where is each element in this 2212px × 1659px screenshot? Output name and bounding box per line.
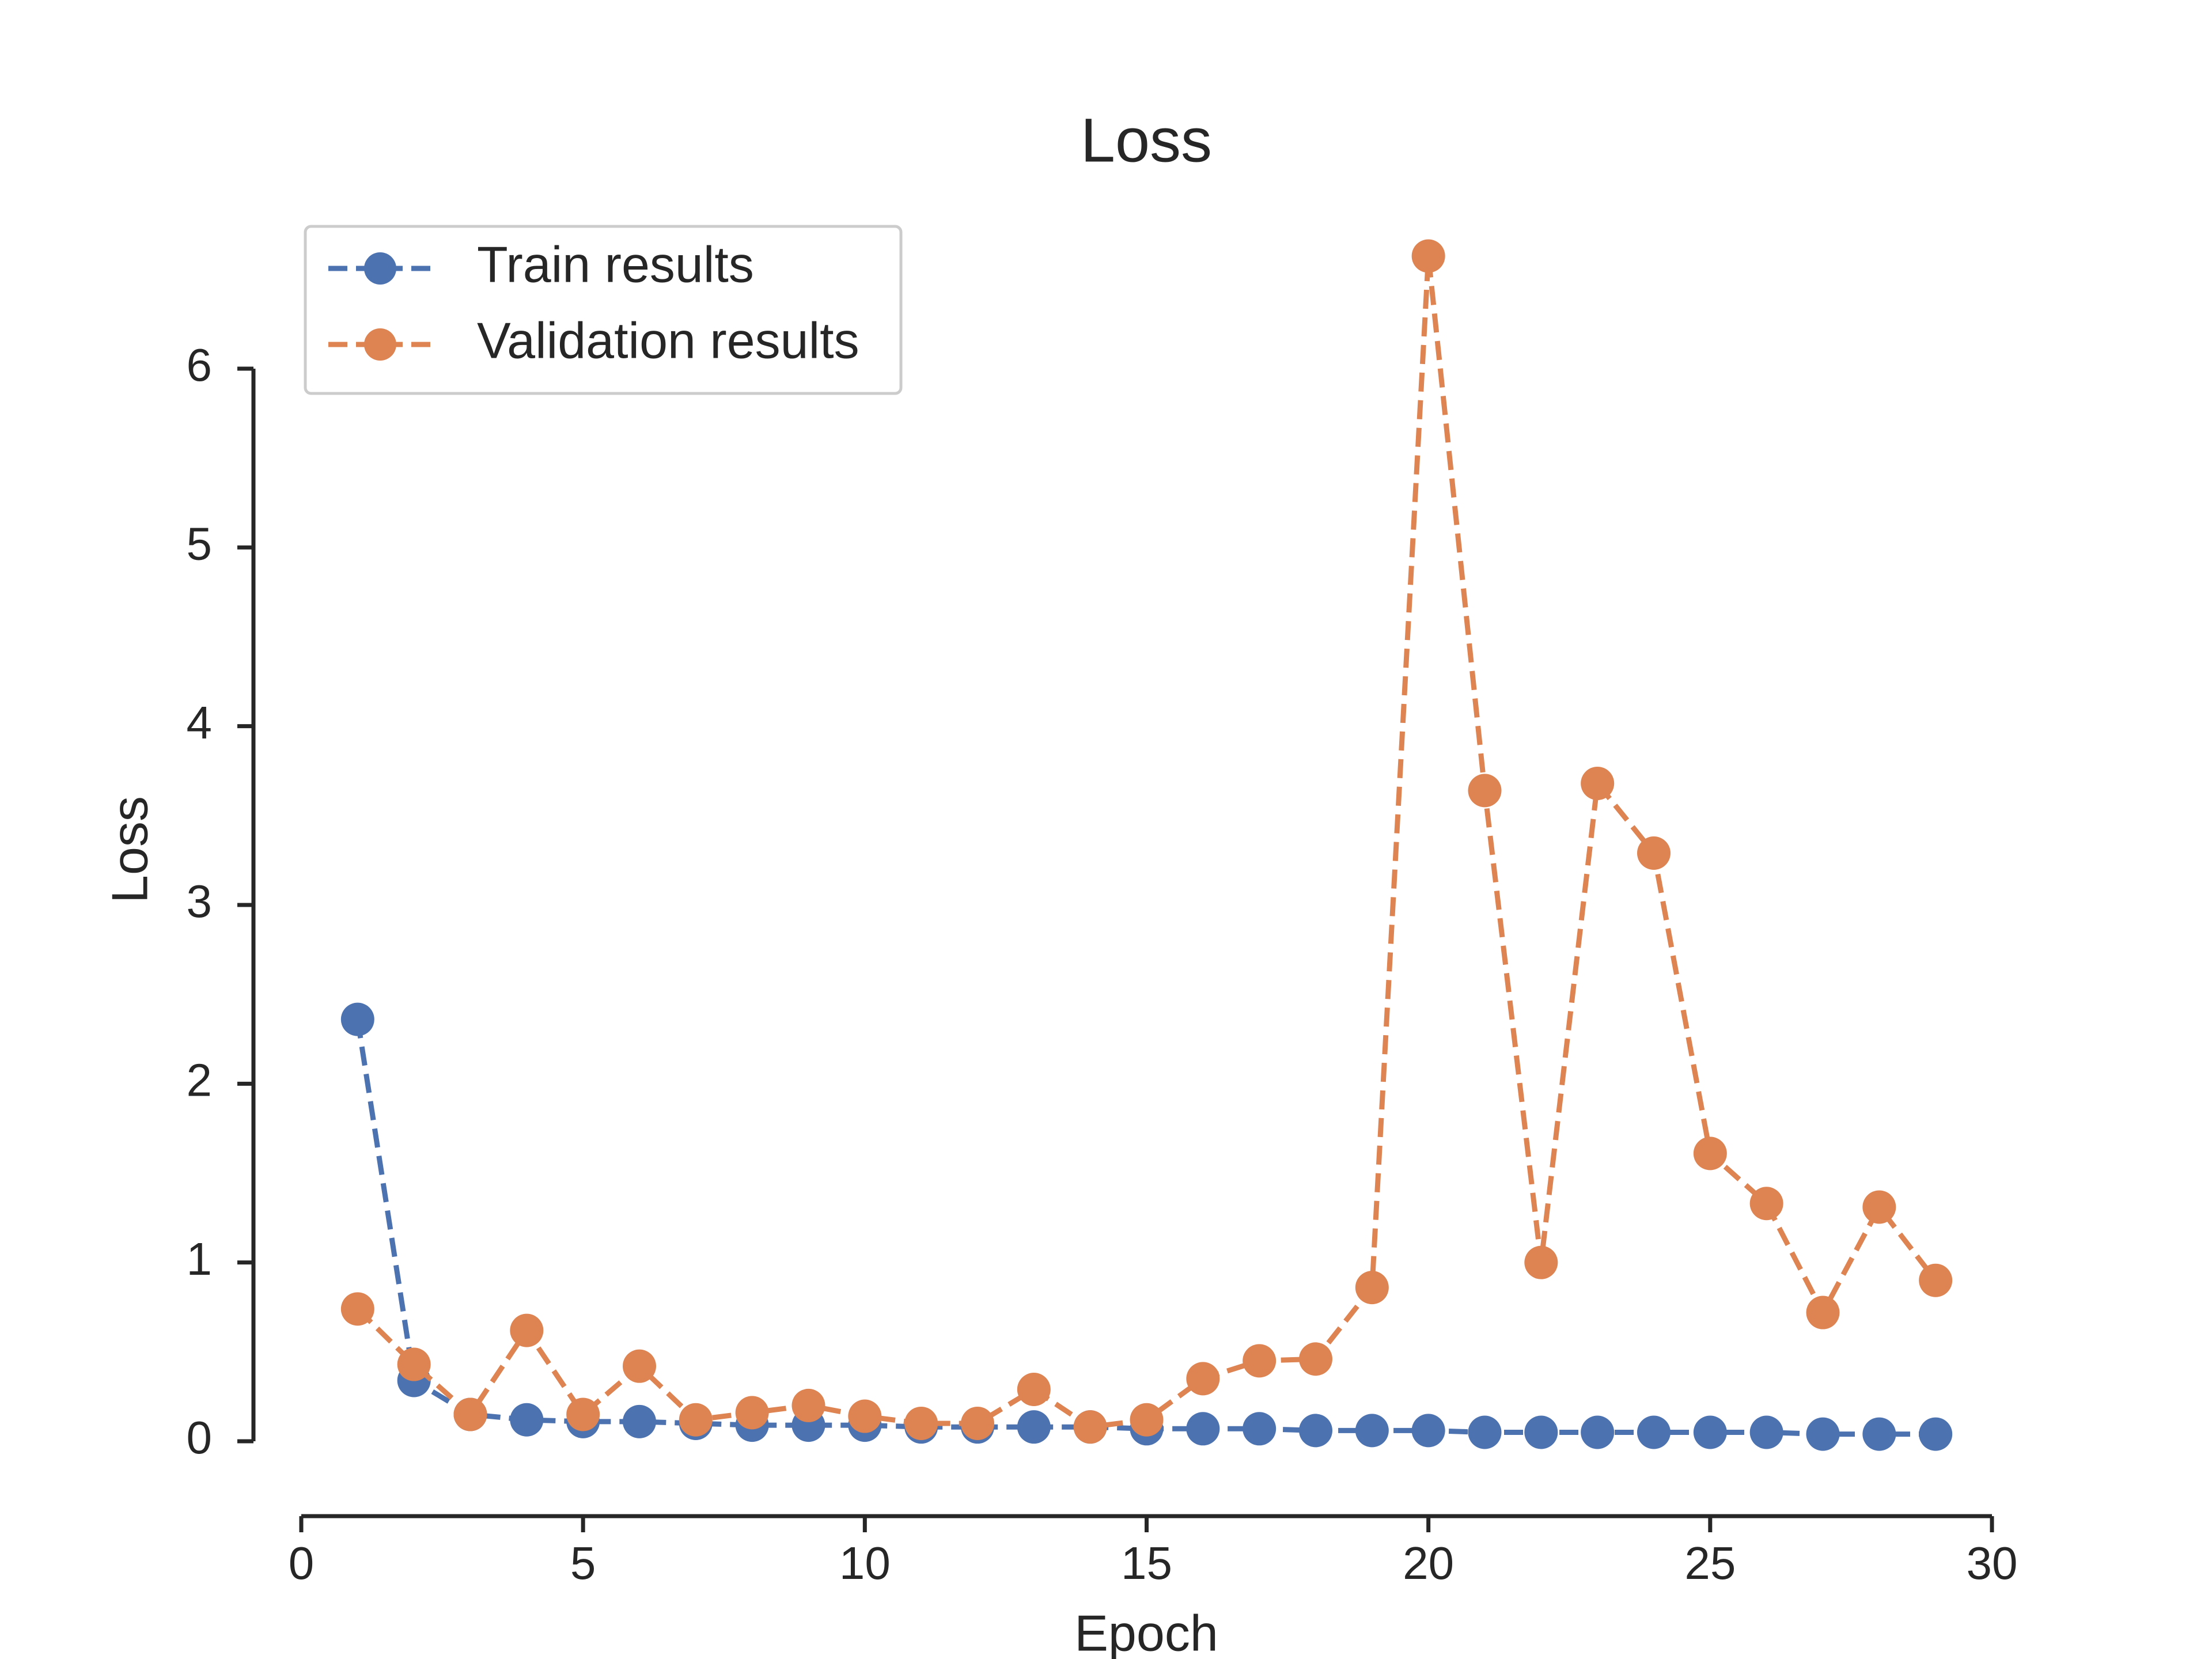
data-point: [1581, 1415, 1615, 1449]
data-point: [1017, 1410, 1051, 1444]
y-tick-label: 6: [187, 339, 213, 391]
data-point: [1862, 1190, 1896, 1224]
data-point: [623, 1349, 656, 1383]
data-point: [1806, 1417, 1840, 1451]
series-validation: [340, 239, 1953, 1444]
data-point: [340, 1292, 374, 1326]
data-point: [1243, 1412, 1277, 1446]
data-point: [1524, 1415, 1558, 1449]
data-point: [1637, 836, 1671, 870]
data-point: [397, 1347, 431, 1381]
data-point: [510, 1403, 544, 1437]
y-tick-label: 3: [187, 876, 213, 927]
x-axis-ticks: 0 5 10 15 20 25 30: [289, 1516, 2018, 1589]
data-point: [1806, 1296, 1840, 1330]
series-layer: [340, 239, 1953, 1451]
x-axis-label: Epoch: [1074, 1604, 1218, 1659]
data-point: [510, 1313, 544, 1347]
data-point: [1411, 239, 1445, 273]
data-point: [623, 1404, 656, 1438]
data-point: [679, 1403, 713, 1437]
x-tick-label: 30: [1967, 1537, 2018, 1589]
y-tick-label: 4: [187, 697, 213, 748]
data-point: [791, 1388, 825, 1422]
x-tick-label: 10: [839, 1537, 891, 1589]
legend-entry-train: Train results: [328, 236, 754, 293]
data-point: [566, 1397, 600, 1431]
data-point: [1524, 1245, 1558, 1279]
legend: Train results Validation results: [304, 225, 903, 395]
data-point: [1468, 774, 1502, 808]
data-point: [1355, 1271, 1389, 1305]
y-tick-label: 5: [187, 518, 213, 569]
y-axis-label: Loss: [101, 796, 158, 903]
data-point: [1637, 1415, 1671, 1449]
legend-validation-label: Validation results: [477, 312, 859, 369]
data-point: [1299, 1414, 1332, 1448]
legend-validation-marker: [364, 328, 396, 361]
data-point: [453, 1397, 487, 1431]
data-point: [1749, 1187, 1783, 1221]
data-point: [1186, 1412, 1220, 1446]
y-axis-ticks: 0 1 2 3 4 5 6: [187, 339, 253, 1463]
data-point: [904, 1406, 938, 1440]
data-point: [1581, 766, 1615, 800]
data-point: [1243, 1344, 1277, 1378]
chart-title: Loss: [1081, 105, 1212, 175]
legend-train-marker: [364, 252, 396, 285]
data-point: [1468, 1415, 1502, 1449]
data-point: [340, 1002, 374, 1036]
x-tick-label: 15: [1121, 1537, 1172, 1589]
y-tick-label: 2: [187, 1054, 213, 1105]
legend-train-label: Train results: [477, 236, 754, 293]
x-tick-label: 25: [1684, 1537, 1736, 1589]
x-tick-label: 5: [570, 1537, 596, 1589]
data-point: [1355, 1414, 1389, 1448]
y-tick-label: 1: [187, 1233, 213, 1285]
data-point: [1017, 1373, 1051, 1407]
data-point: [1919, 1263, 1953, 1297]
data-point: [1411, 1414, 1445, 1448]
data-point: [1693, 1415, 1727, 1449]
data-point: [1862, 1417, 1896, 1451]
data-point: [961, 1406, 994, 1440]
data-point: [1919, 1417, 1953, 1451]
data-point: [1299, 1342, 1332, 1376]
data-point: [1693, 1137, 1727, 1171]
data-point: [1073, 1410, 1107, 1444]
data-point: [1749, 1415, 1783, 1449]
x-tick-label: 20: [1403, 1537, 1454, 1589]
data-point: [1186, 1362, 1220, 1396]
y-tick-label: 0: [187, 1412, 213, 1463]
data-point: [735, 1396, 769, 1430]
x-tick-label: 0: [289, 1537, 315, 1589]
data-point: [1130, 1403, 1164, 1437]
legend-frame: [304, 225, 903, 395]
data-point: [848, 1399, 882, 1433]
legend-entry-validation: Validation results: [328, 312, 859, 369]
